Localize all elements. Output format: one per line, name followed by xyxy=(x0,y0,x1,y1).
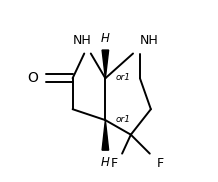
Text: or1: or1 xyxy=(115,73,130,82)
Text: F: F xyxy=(111,157,118,170)
Text: H: H xyxy=(101,156,110,169)
Text: or1: or1 xyxy=(115,115,130,124)
Text: NH: NH xyxy=(140,34,158,48)
Text: F: F xyxy=(156,157,164,170)
Polygon shape xyxy=(102,50,109,78)
Text: NH: NH xyxy=(72,34,91,48)
Polygon shape xyxy=(102,120,109,150)
Text: O: O xyxy=(27,71,38,85)
Text: H: H xyxy=(101,32,110,45)
